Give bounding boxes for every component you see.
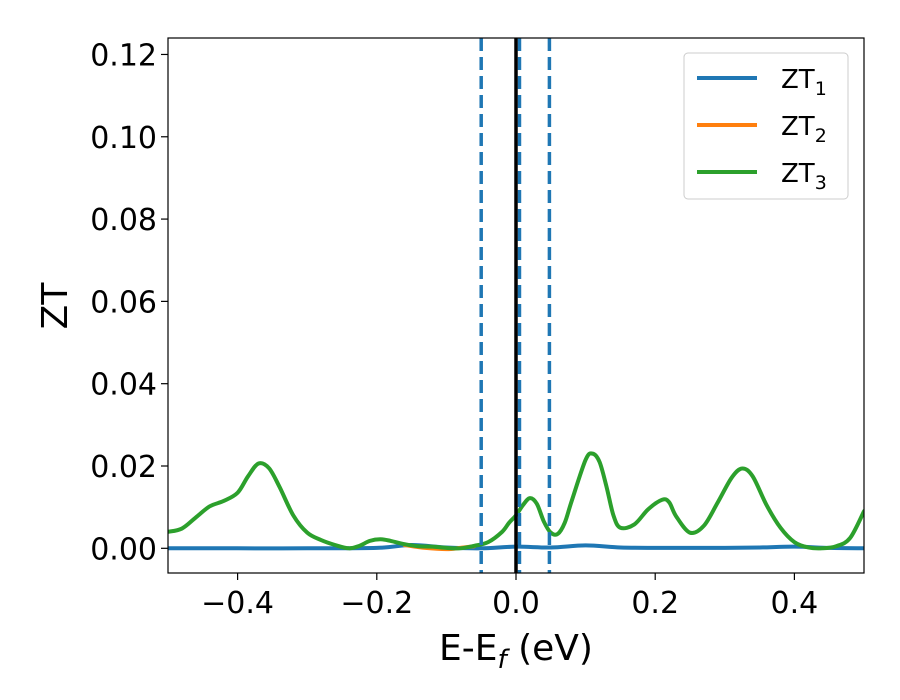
legend-label-1: ZT1 [781,65,827,100]
y-tick-label: 0.12 [90,38,157,73]
legend: ZT1 ZT2 ZT3 [683,52,849,200]
x-axis: −0.4 −0.2 0.0 0.2 0.4 [201,573,818,621]
x-tick-label: −0.2 [340,586,413,621]
legend-box [683,52,849,200]
series-layer [168,451,864,552]
x-tick-label: 0.2 [631,586,679,621]
y-axis-title: ZT [35,282,76,330]
y-tick-label: 0.08 [90,203,157,238]
y-axis: 0.00 0.02 0.04 0.06 0.08 0.10 0.12 [90,38,168,567]
y-tick-label: 0.02 [90,450,157,485]
reference-lines [479,38,552,573]
x-tick-label: 0.4 [771,586,819,621]
x-tick-label: −0.4 [201,586,274,621]
x-axis-title-base: E-E [439,628,497,669]
legend-label-2: ZT2 [781,112,827,147]
y-tick-label: 0.04 [90,368,157,403]
legend-label-3: ZT3 [781,159,827,194]
y-tick-label: 0.06 [90,285,157,320]
x-axis-title: E-Ef (eV) [439,628,593,675]
y-tick-label: 0.00 [90,532,157,567]
x-tick-label: 0.0 [492,586,540,621]
y-tick-label: 0.10 [90,121,157,156]
series-line-3 [168,451,864,551]
x-axis-title-unit: (eV) [507,628,593,669]
